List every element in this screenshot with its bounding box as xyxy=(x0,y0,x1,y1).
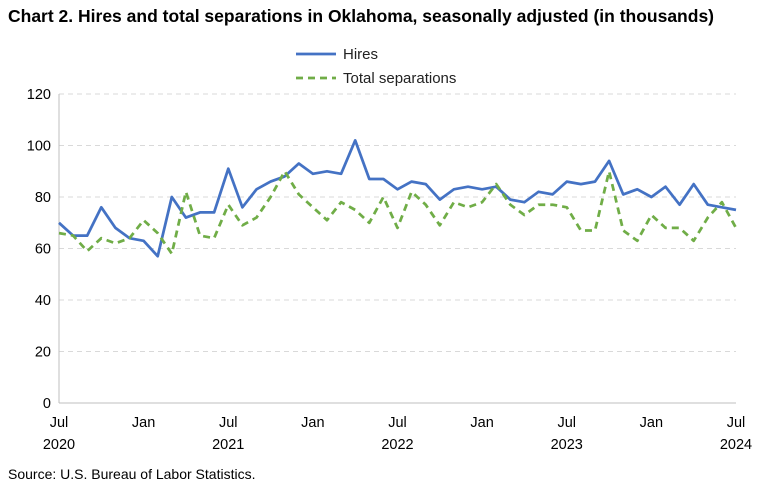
y-tick-label: 40 xyxy=(35,293,51,309)
y-axis-ticks: 0 20 40 60 80 100 120 xyxy=(27,87,51,412)
legend: Hires Total separations xyxy=(296,46,456,87)
legend-hires-label: Hires xyxy=(343,46,378,63)
y-tick-label: 0 xyxy=(43,396,51,412)
y-tick-label: 60 xyxy=(35,242,51,258)
legend-total-separations-label: Total separations xyxy=(343,70,456,87)
x-tick-label: Jul xyxy=(388,415,407,431)
y-tick-label: 20 xyxy=(35,345,51,361)
x-tick-label: Jul xyxy=(219,415,238,431)
x-tick-label: Jan xyxy=(132,415,155,431)
y-tick-label: 80 xyxy=(35,190,51,206)
x-tick-label: Jul xyxy=(557,415,576,431)
x-tick-year-label: 2022 xyxy=(381,437,413,453)
gridlines xyxy=(59,93,736,352)
x-tick-label: Jul xyxy=(727,415,746,431)
y-tick-label: 100 xyxy=(27,139,51,155)
x-tick-label: Jan xyxy=(470,415,493,431)
x-tick-label: Jan xyxy=(640,415,663,431)
series-lines xyxy=(58,139,738,258)
y-tick-label: 120 xyxy=(27,87,51,103)
x-tick-year-label: 2021 xyxy=(212,437,244,453)
series-line-hires xyxy=(58,139,737,258)
x-axis-ticks: Jul 2020 Jan Jul 2021 Jan Jul 2022 Jan Jul 2023 Jan… xyxy=(43,415,752,453)
source-note: Source: U.S. Bureau of Labor Statistics. xyxy=(8,466,256,482)
x-tick-label: Jan xyxy=(301,415,324,431)
x-tick-year-label: 2024 xyxy=(720,437,752,453)
chart-title: Chart 2. Hires and total separations in … xyxy=(8,6,714,26)
x-tick-year-label: 2023 xyxy=(551,437,583,453)
series-line-total-separations xyxy=(58,169,738,256)
x-tick-year-label: 2020 xyxy=(43,437,75,453)
axes xyxy=(58,94,736,404)
x-tick-label: Jul xyxy=(50,415,69,431)
